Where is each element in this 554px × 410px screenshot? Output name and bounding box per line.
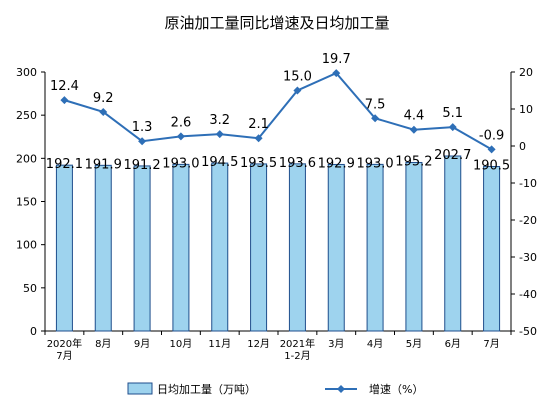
x-tick-label: 6月 [445, 338, 461, 350]
legend-line-label: 增速（%） [369, 382, 423, 396]
x-tick-label: 4月 [367, 338, 383, 350]
bar-value-label: 195.2 [395, 154, 432, 169]
growth-point [409, 125, 418, 134]
x-tick-label: 5月 [406, 338, 422, 350]
left-tick-label: 200 [16, 152, 37, 165]
line-group [60, 69, 496, 154]
growth-value-label: 3.2 [209, 113, 230, 128]
x-tick-label: 9月 [134, 338, 150, 350]
growth-value-label: 7.5 [365, 97, 386, 112]
x-tick-label: 7月 [483, 338, 499, 350]
growth-line [64, 71, 493, 151]
bar-value-label: 192.1 [46, 157, 83, 172]
bar [327, 163, 345, 332]
bar-value-label: 202.7 [434, 148, 471, 163]
labels-group: 192.1 191.9 191.2 193.0 194.5 193.5 193.6 192.9… [46, 52, 510, 173]
growth-point [215, 130, 224, 139]
bar [288, 163, 306, 332]
bar [55, 164, 73, 332]
bar [172, 163, 190, 332]
growth-point [138, 137, 147, 146]
left-tick-label: 100 [16, 239, 37, 252]
growth-point [487, 145, 496, 154]
growth-point [371, 114, 380, 123]
growth-value-label: 15.0 [283, 70, 312, 85]
x-tick-label: 10月 [170, 338, 193, 350]
left-tick-label: 300 [16, 66, 37, 79]
left-tick-label: 0 [30, 325, 37, 338]
growth-value-label: 9.2 [93, 91, 114, 106]
bar [366, 163, 384, 332]
growth-point [99, 107, 108, 116]
bar-value-label: 191.2 [123, 158, 160, 173]
right-tick-label: 20 [519, 66, 533, 79]
growth-value-label: 2.1 [248, 117, 269, 132]
growth-value-label: -0.9 [479, 128, 504, 143]
left-tick-label: 150 [16, 196, 37, 209]
growth-point [60, 96, 69, 105]
growth-point [176, 132, 185, 141]
bars-group [55, 155, 501, 332]
growth-value-label: 2.6 [171, 115, 192, 130]
right-tick-label: 0 [519, 140, 526, 153]
legend-group: 日均加工量（万吨） 增速（%） [127, 382, 423, 396]
right-tick-label: -40 [519, 288, 537, 301]
left-tick-label: 50 [23, 282, 37, 295]
bar [405, 161, 423, 332]
growth-value-label: 4.4 [404, 109, 425, 124]
bar [483, 166, 501, 332]
bar-value-label: 192.9 [318, 156, 355, 171]
growth-point [254, 134, 263, 143]
right-tick-label: -50 [519, 325, 537, 338]
x-tick-label: 2021年 1-2月 [280, 337, 315, 362]
growth-value-label: 1.3 [132, 120, 153, 135]
chart-title: 原油加工量同比增速及日均加工量 [164, 14, 390, 32]
bar-value-label: 193.0 [356, 156, 393, 171]
bar-value-label: 194.5 [201, 155, 238, 170]
left-tick-label: 250 [16, 109, 37, 122]
x-tick-label: 8月 [95, 338, 111, 350]
bar-value-label: 193.6 [279, 156, 316, 171]
x-tick-label: 12月 [247, 338, 270, 350]
bar [211, 162, 229, 332]
x-tick-label: 2020年 7月 [47, 337, 82, 362]
bar-value-label: 191.9 [85, 157, 122, 172]
legend-bar-label: 日均加工量（万吨） [157, 383, 256, 396]
bar-value-label: 190.5 [473, 159, 510, 174]
bar [444, 155, 462, 332]
growth-value-label: 12.4 [50, 79, 79, 94]
bar [133, 165, 151, 332]
legend-line-marker [337, 385, 345, 393]
growth-value-label: 5.1 [442, 106, 463, 121]
legend-bar-swatch [127, 382, 153, 395]
x-tick-label: 11月 [208, 338, 231, 350]
growth-point [293, 86, 302, 95]
right-tick-label: -20 [519, 214, 537, 227]
bar-value-label: 193.0 [162, 156, 199, 171]
growth-point [332, 69, 341, 78]
bar-value-label: 193.5 [240, 156, 277, 171]
right-tick-label: -30 [519, 251, 537, 264]
x-tick-label: 3月 [328, 338, 344, 350]
right-tick-label: -10 [519, 177, 537, 190]
growth-value-label: 19.7 [322, 52, 351, 67]
growth-point [448, 123, 457, 132]
bar [250, 163, 268, 332]
right-tick-label: 10 [519, 103, 533, 116]
bar [94, 164, 112, 332]
